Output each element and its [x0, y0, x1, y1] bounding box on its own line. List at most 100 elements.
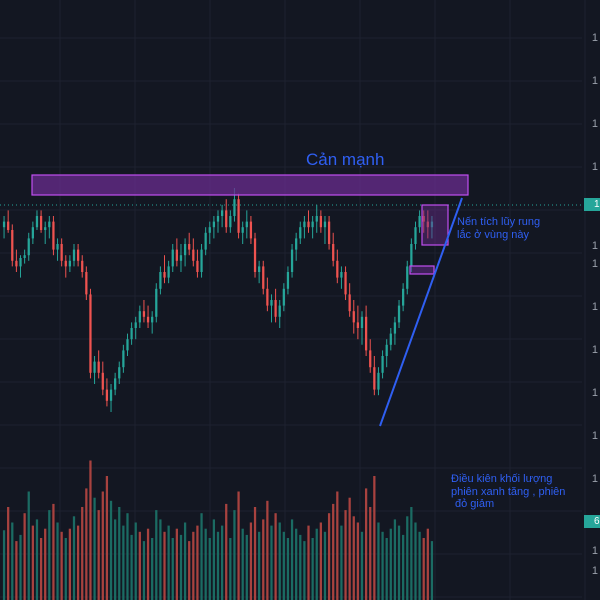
- price-tick: 1: [591, 430, 598, 442]
- volume-bar: [389, 528, 392, 600]
- candle-body: [81, 260, 84, 272]
- candle-body: [258, 266, 261, 272]
- volume-note-line-2: phiên xanh tăng , phiên: [451, 486, 565, 498]
- volume-bar: [163, 531, 166, 600]
- volume-bar: [278, 522, 281, 600]
- volume-bar: [332, 503, 335, 600]
- candle-body: [364, 316, 368, 351]
- candle-body: [151, 316, 154, 323]
- price-tick: 1: [591, 545, 598, 557]
- candle-body: [134, 322, 137, 328]
- candle-body: [253, 238, 257, 272]
- volume-bar: [233, 510, 236, 600]
- volume-bar: [159, 519, 162, 600]
- candle-body: [97, 361, 100, 373]
- candle-body: [422, 216, 425, 222]
- volume-bar: [27, 491, 30, 600]
- candle-body: [377, 372, 380, 390]
- volume-bar: [241, 528, 244, 600]
- candle-body: [393, 322, 397, 334]
- volume-bar: [101, 491, 104, 600]
- volume-bar: [344, 510, 347, 600]
- candle-body: [356, 322, 360, 328]
- volume-bar: [426, 528, 429, 600]
- candle-body: [192, 249, 195, 261]
- volume-bar: [204, 528, 207, 600]
- volume-bar: [196, 525, 199, 600]
- volume-note-line-3: đỏ giảm: [455, 498, 494, 510]
- volume-bar: [188, 541, 191, 600]
- candle-body: [142, 311, 146, 317]
- volume-bar: [220, 525, 224, 600]
- volume-bar: [151, 538, 154, 600]
- price-tick: 1: [591, 240, 598, 252]
- candle-body: [60, 244, 63, 261]
- volume-bar: [229, 538, 232, 600]
- candle-body: [56, 244, 59, 250]
- candle-body: [163, 272, 166, 278]
- volume-bar: [192, 531, 195, 600]
- volume-bar: [97, 510, 100, 600]
- candle-body: [39, 216, 43, 230]
- candle-body: [48, 221, 51, 228]
- volume-bar: [60, 531, 63, 600]
- volume-bar: [142, 541, 146, 600]
- candle-body: [307, 221, 310, 228]
- candle-body: [146, 316, 150, 323]
- candlesticks: [2, 188, 434, 412]
- price-axis[interactable]: 1 1 1 1 1 1 1 1 1 1 1 1 1 1: [582, 0, 600, 600]
- volume-bar: [11, 522, 14, 600]
- candle-body: [208, 227, 211, 233]
- candle-body: [290, 249, 294, 272]
- candle-body: [220, 210, 224, 216]
- volume-bar: [360, 531, 364, 600]
- volume-bar: [352, 516, 355, 600]
- volume-bar: [68, 528, 72, 600]
- candle-body: [336, 260, 339, 278]
- volume-bar: [89, 460, 92, 600]
- volume-bar: [303, 541, 306, 600]
- volume-bar: [85, 488, 88, 600]
- volume-bar: [397, 525, 401, 600]
- volume-bar: [134, 522, 137, 600]
- volume-bar: [422, 538, 425, 600]
- candle-body: [315, 216, 318, 222]
- volume-bar: [393, 519, 397, 600]
- volume-bar: [200, 513, 203, 600]
- volume-bar: [31, 525, 34, 600]
- price-tick: 1: [591, 161, 598, 173]
- volume-bar: [245, 534, 248, 600]
- volume-bars: [2, 460, 434, 600]
- candle-body: [101, 372, 104, 390]
- accumulation-note-line-2: lắc ở vùng này: [457, 228, 530, 241]
- candle-body: [282, 288, 285, 306]
- candle-body: [122, 350, 125, 368]
- candle-body: [373, 367, 376, 390]
- candle-body: [327, 221, 331, 244]
- volume-bar: [299, 534, 302, 600]
- candle-body: [76, 249, 80, 261]
- trendline: [379, 197, 463, 427]
- volume-bar: [109, 500, 113, 600]
- volume-bar: [295, 528, 298, 600]
- candle-body: [31, 227, 34, 239]
- candle-body: [249, 221, 253, 239]
- candle-body: [179, 255, 183, 261]
- candle-body: [385, 344, 388, 356]
- candle-body: [200, 249, 203, 272]
- volume-bar: [114, 519, 117, 600]
- volume-bar: [52, 503, 55, 600]
- volume-bar: [286, 538, 290, 600]
- candle-body: [360, 316, 364, 328]
- candle-body: [389, 333, 392, 345]
- volume-bar: [64, 538, 67, 600]
- price-tick: 1: [591, 258, 598, 270]
- candle-body: [44, 227, 47, 230]
- volume-bar: [323, 531, 327, 600]
- candle-body: [64, 260, 67, 267]
- candle-body: [402, 288, 405, 306]
- price-tick: 1: [591, 344, 598, 356]
- volume-bar: [212, 519, 216, 600]
- volume-bar: [410, 507, 413, 600]
